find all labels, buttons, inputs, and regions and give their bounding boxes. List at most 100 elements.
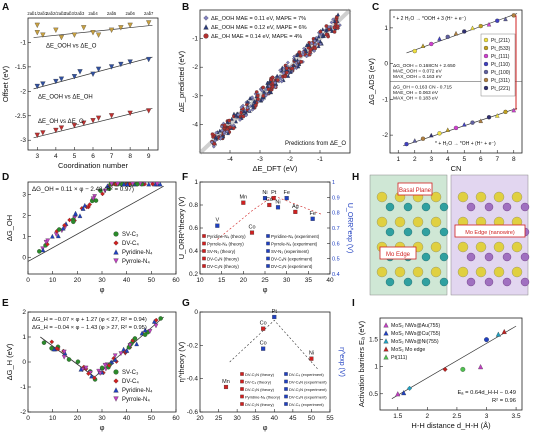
data-point [127, 59, 133, 65]
data-point [250, 103, 255, 108]
data-point [142, 327, 148, 333]
data-point [87, 202, 93, 207]
x-tick-label: -3 [257, 156, 263, 163]
y-axis-label: ΔG_ADS (eV) [367, 58, 376, 105]
data-point [53, 79, 59, 85]
legend-label: Pyrrole-N₄ (theory) [207, 242, 244, 247]
x-tick-label: 2 [426, 413, 430, 420]
legend-marker [203, 24, 209, 30]
y-axis-label: ΔG_H (eV) [5, 343, 14, 380]
legend-marker [240, 394, 244, 399]
data-point [273, 80, 277, 85]
data-point [228, 125, 232, 130]
data-point [241, 114, 246, 119]
panel-letter: H [352, 172, 359, 183]
panel-letter: A [2, 2, 9, 13]
x-tick-label: -2 [287, 156, 293, 163]
y-tick-label: -3 [20, 137, 26, 144]
legend-label: MoS₂ Mo edge [391, 347, 425, 353]
data-point [284, 70, 289, 75]
data-point [95, 32, 102, 38]
annotation: Predictions from ΔE_O [285, 141, 346, 147]
panel-letter: E [2, 298, 9, 309]
data-point [45, 238, 51, 244]
y-tick-label: 0 [22, 359, 26, 366]
data-point [66, 357, 72, 362]
data-point [98, 188, 103, 193]
legend-label: DV-C₄ (experiment) [289, 372, 324, 377]
data-point [297, 50, 302, 55]
data-point [462, 29, 467, 34]
data-point [313, 42, 317, 47]
data-point [309, 41, 314, 46]
data-point [501, 328, 507, 334]
x-tick-label: 40 [326, 277, 334, 284]
x-tick-label: 30 [98, 277, 106, 284]
x-tick-label: 9 [147, 153, 151, 160]
data-point [270, 75, 275, 80]
legend-marker [266, 256, 270, 261]
sulfur-atom [376, 191, 388, 203]
sulfur-atom [493, 241, 505, 253]
data-point [58, 76, 65, 82]
x-tick-label: 6 [91, 153, 95, 160]
trend-line [229, 319, 320, 371]
data-point [244, 113, 249, 118]
legend-label: SV-C₃ [122, 370, 139, 376]
y-right-tick-label: 1 [332, 180, 335, 186]
y-axis-label: Offset (eV) [1, 65, 10, 102]
data-point [99, 365, 105, 371]
x-tick-label: 6 [479, 156, 483, 163]
data-point [429, 132, 434, 138]
molybdenum-atom [484, 277, 494, 287]
data-point [146, 57, 152, 63]
y-tick-label: -2 [192, 64, 198, 71]
fit-r2: R² = 0.96 [492, 398, 516, 404]
y-tick-label: 0.8 [189, 202, 198, 209]
data-point [292, 54, 297, 59]
legend-marker [483, 69, 489, 75]
data-point [495, 18, 500, 23]
fit-equation: ΔG_H = −0.04 × φ − 1.43 (φ > 27, R² = 0.… [32, 325, 147, 331]
sulfur-atom [457, 241, 469, 253]
data-point [142, 332, 148, 337]
data-point [284, 66, 289, 71]
data-point [437, 36, 442, 41]
point-label: Pt [271, 190, 277, 196]
point-label: Co [260, 341, 267, 347]
legend-marker [284, 372, 288, 376]
data-point [247, 108, 252, 113]
data-point [146, 20, 152, 26]
top-label: 2ab̄5 [107, 11, 117, 16]
y-axis-label: ΔG_OH [5, 215, 14, 241]
data-point [40, 130, 46, 136]
fit-line [27, 185, 164, 262]
x-tick-label: 40 [123, 415, 131, 422]
data-point [275, 73, 280, 78]
molybdenum-atom [466, 252, 476, 262]
panel-e: 0 10 20 30 40 50 60 -2 -1 0 1 2 φ ΔG_H (eV) E ΔG_H = −0… [2, 298, 180, 432]
data-point [312, 39, 317, 43]
legend-marker [284, 394, 288, 399]
data-point [153, 317, 159, 323]
sulfur-atom [394, 266, 406, 278]
data-point [77, 69, 83, 75]
legend-marker [383, 330, 389, 336]
data-point [484, 337, 489, 343]
data-point [90, 71, 96, 77]
x-axis-label: φ [263, 423, 268, 432]
data-point [308, 47, 313, 52]
legend-marker [284, 387, 288, 391]
fit-mae: MAE_OOH = 0.072 eV [393, 69, 442, 75]
legend-label: DV-C₃N (experiment) [271, 264, 313, 269]
data-point [290, 66, 295, 71]
data-point [134, 341, 140, 347]
sulfur-atom [412, 216, 424, 228]
data-point [108, 64, 115, 70]
legend-label: DV-C₃N (experiment) [271, 257, 313, 262]
y-right-tick-label: 0.6 [332, 241, 340, 247]
data-point [231, 123, 236, 128]
diagram-label: Mo Edge [386, 252, 411, 258]
data-point [229, 116, 234, 121]
